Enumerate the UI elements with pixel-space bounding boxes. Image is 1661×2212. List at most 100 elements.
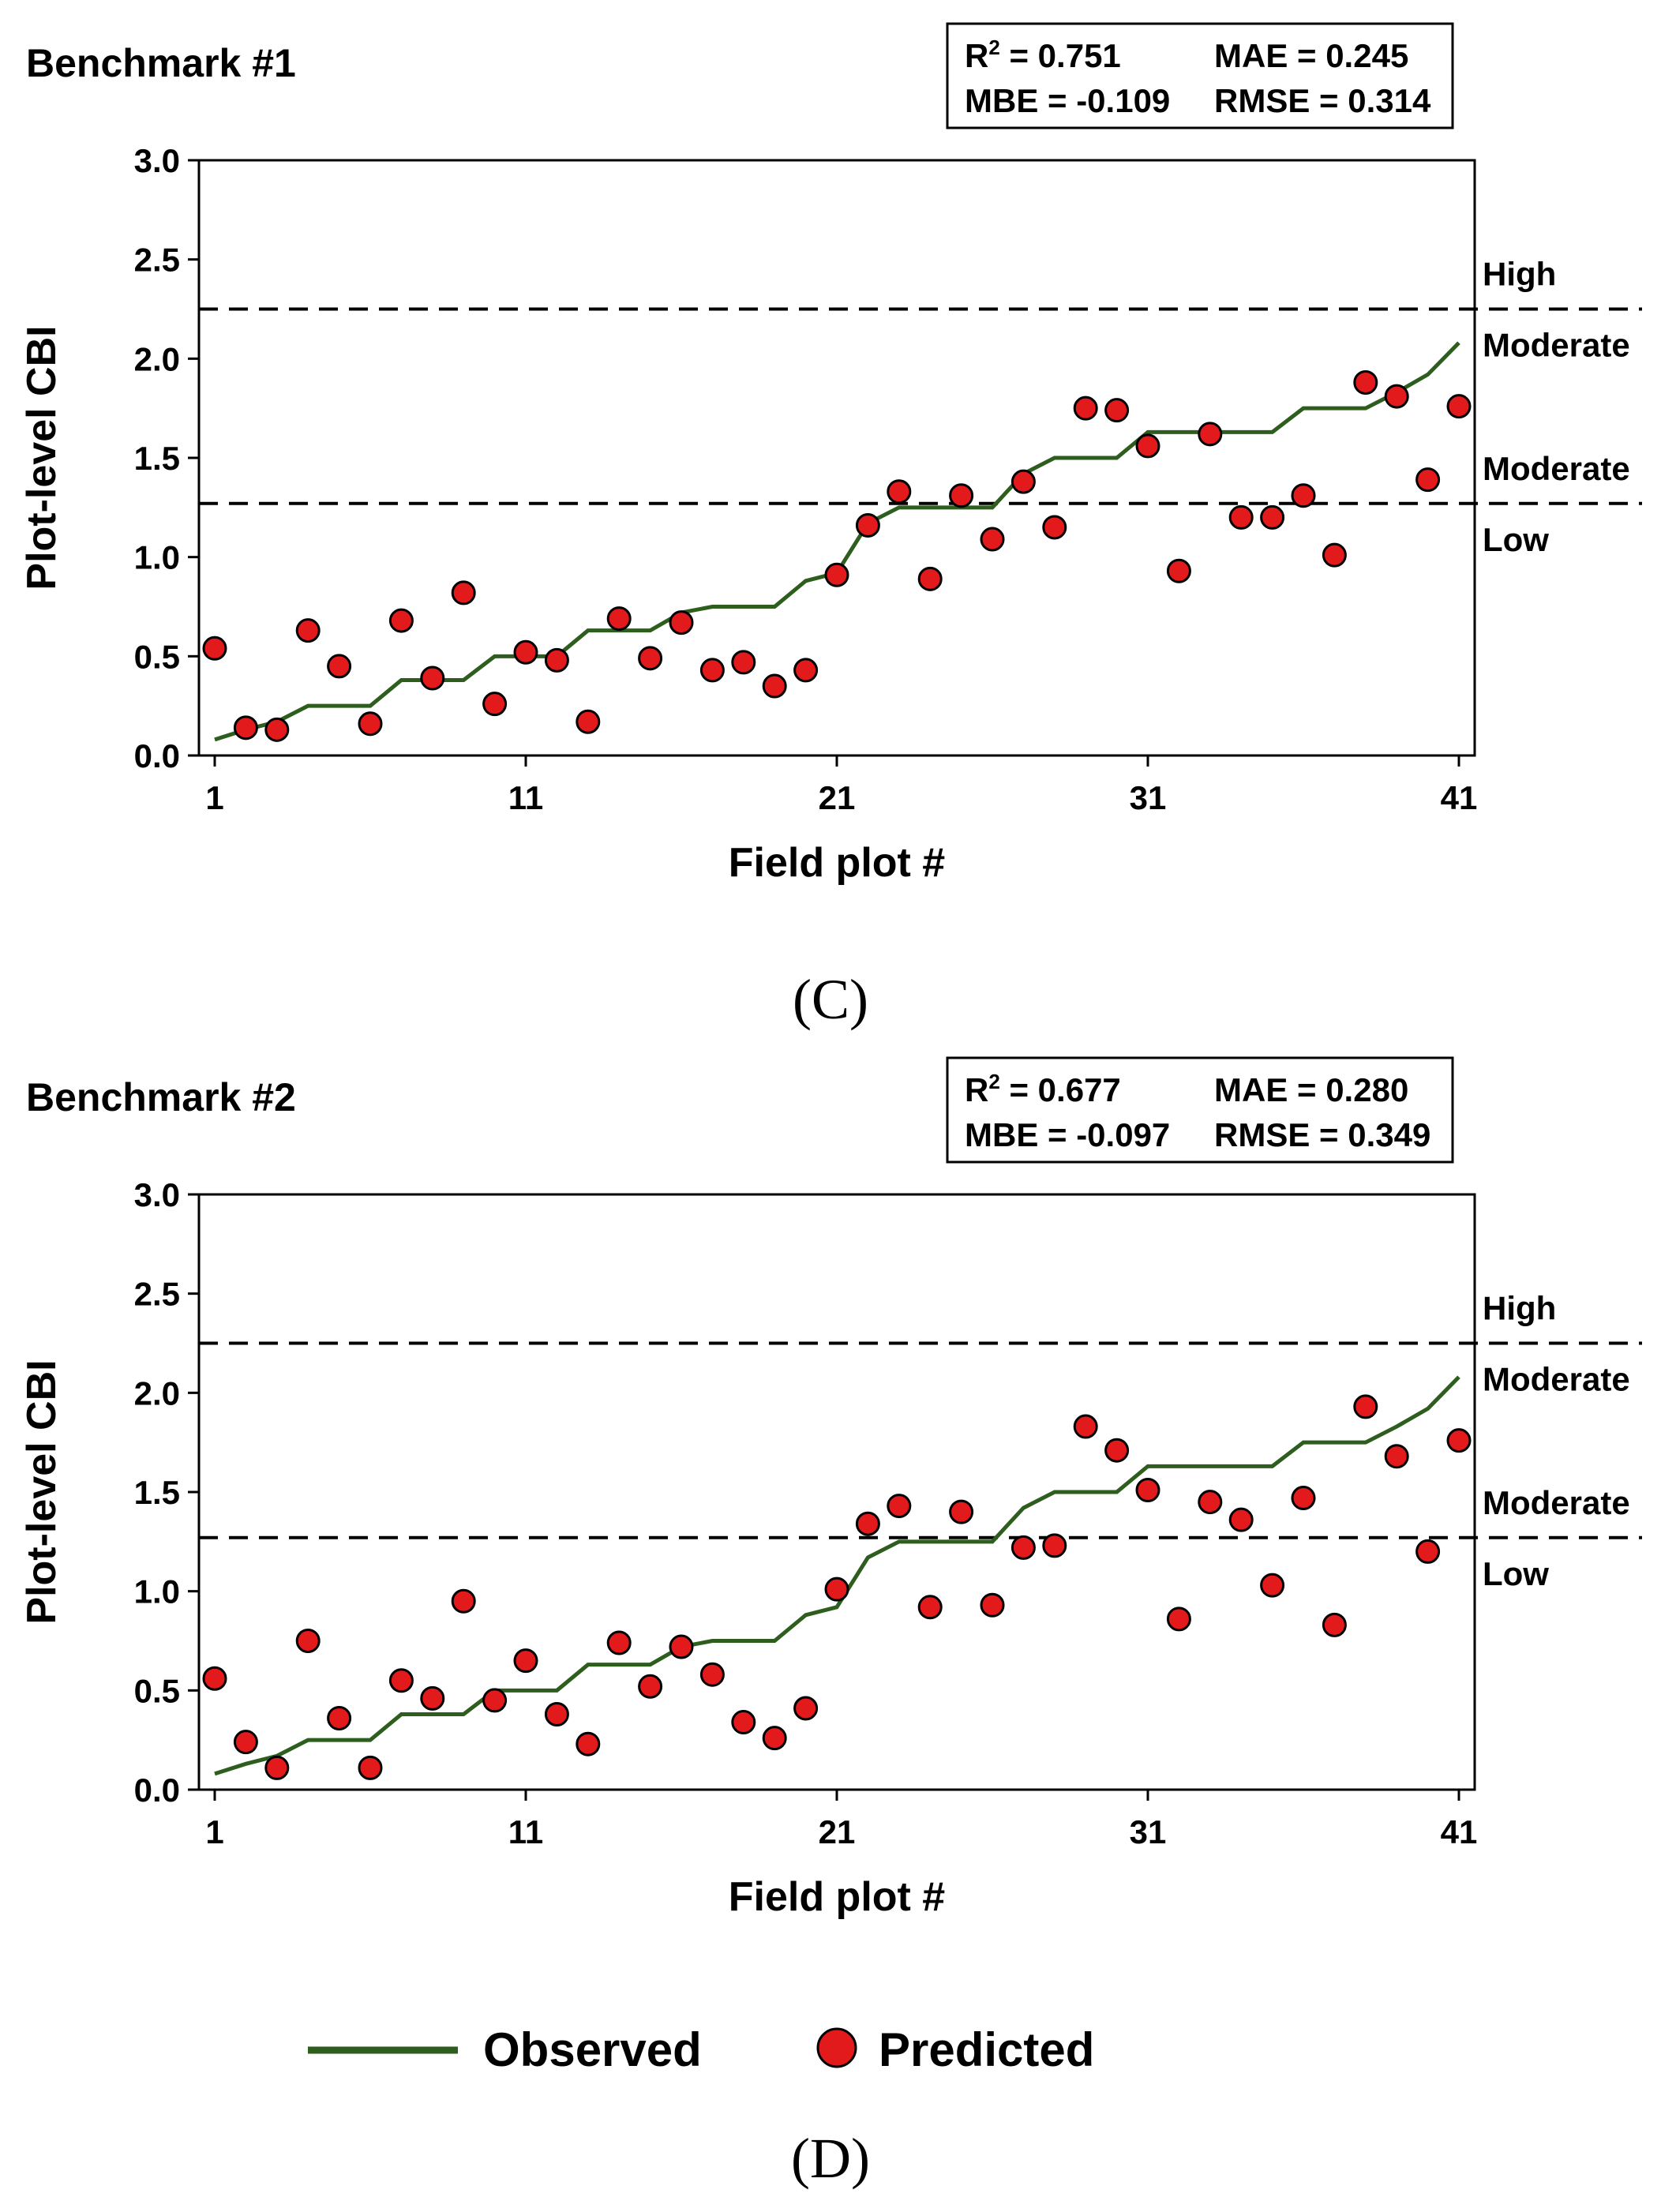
predicted-point [1042, 515, 1067, 540]
predicted-point [1446, 1428, 1472, 1453]
predicted-point [420, 665, 445, 691]
stats-box-border [946, 1056, 1454, 1164]
stat-mbe: MBE = -0.097 [965, 1116, 1170, 1153]
stat-r2: R2 = 0.677 [965, 1070, 1121, 1108]
y-tick-label: 1.0 [134, 539, 180, 576]
x-axis-ticks: 1 11 21 31 41 [205, 1790, 1477, 1850]
x-tick-label: 31 [1130, 1813, 1167, 1850]
observed-series [214, 1375, 1460, 1776]
predicted-point [699, 658, 725, 683]
predicted-point [544, 1701, 569, 1726]
stat-mae: MAE = 0.245 [1214, 37, 1408, 74]
y-tick-label: 2.5 [134, 242, 180, 279]
predicted-point [731, 650, 756, 675]
y-tick-label: 0.5 [134, 1672, 180, 1709]
predicted-point [762, 1726, 787, 1751]
x-tick-label: 11 [508, 779, 543, 816]
predicted-point [1166, 558, 1191, 583]
predicted-point [327, 1706, 352, 1731]
predicted-point [762, 673, 787, 699]
predicted-point [1322, 542, 1347, 568]
predicted-point [513, 1648, 538, 1674]
y-axis-label: Plot-level CBI [19, 1359, 65, 1624]
y-tick-label: 2.0 [134, 340, 180, 377]
y-tick-label: 3.0 [134, 1176, 180, 1213]
predicted-point [1353, 1394, 1378, 1419]
zone-label-above: Moderate [1483, 1484, 1630, 1521]
x-axis-ticks: 1 11 21 31 41 [205, 755, 1477, 816]
x-tick-label: 11 [508, 1813, 543, 1850]
stat-mbe: MBE = -0.109 [965, 82, 1170, 119]
y-axis-ticks: 0.0 0.5 1.0 1.5 2.0 2.5 3.0 [134, 142, 199, 774]
y-tick-label: 1.5 [134, 1474, 180, 1511]
predicted-point [295, 618, 321, 643]
plot-area-frame [197, 159, 1476, 757]
predicted-point [606, 606, 632, 632]
predicted-point [1166, 1607, 1191, 1632]
predicted-point [1073, 396, 1098, 421]
predicted-point [264, 1755, 290, 1780]
x-tick-label: 31 [1130, 779, 1167, 816]
predicted-point [482, 692, 508, 717]
stats-box: R2 = 0.751 MAE = 0.245 MBE = -0.109 RMSE… [946, 22, 1454, 129]
predicted-point [544, 647, 569, 673]
predicted-point [855, 512, 880, 538]
y-axis-label: Plot-level CBI [19, 325, 65, 590]
y-tick-label: 0.0 [134, 1771, 180, 1809]
predicted-point [576, 709, 601, 734]
stat-rmse: RMSE = 0.349 [1214, 1116, 1430, 1153]
predicted-point [295, 1629, 321, 1653]
predicted-point [669, 610, 694, 635]
predicted-point [1104, 1438, 1130, 1463]
predicted-point [638, 646, 663, 671]
predicted-point [793, 1696, 819, 1721]
y-tick-label: 1.5 [134, 440, 180, 477]
predicted-point [638, 1674, 663, 1699]
stats-box-border [946, 22, 1454, 129]
legend: Observed Predicted [308, 2023, 1094, 2076]
x-axis-label: Field plot # [729, 840, 946, 886]
predicted-point [949, 483, 974, 508]
stat-rmse: RMSE = 0.314 [1214, 82, 1431, 119]
predicted-point [606, 1630, 632, 1655]
predicted-point [980, 1592, 1005, 1618]
observed-line [214, 341, 1460, 742]
predicted-point [855, 1511, 880, 1536]
predicted-point [1322, 1612, 1347, 1637]
predicted-point [451, 1588, 476, 1614]
predicted-point [1291, 1486, 1316, 1511]
predicted-point [451, 580, 476, 605]
predicted-point [388, 608, 414, 633]
stat-mae: MAE = 0.280 [1214, 1071, 1408, 1108]
y-tick-label: 0.5 [134, 638, 180, 675]
predicted-point [669, 1634, 694, 1659]
zone-label-below: Low [1483, 521, 1549, 558]
zone-label-above: Moderate [1483, 450, 1630, 487]
observed-line [214, 1375, 1460, 1776]
threshold-lines [199, 1341, 1642, 1539]
predicted-point [388, 1668, 414, 1693]
predicted-point [513, 639, 538, 665]
predicted-point [731, 1710, 756, 1735]
predicted-point [1384, 1444, 1409, 1469]
predicted-point [233, 1730, 258, 1755]
threshold-lines [199, 307, 1642, 505]
predicted-series [202, 1394, 1472, 1780]
y-tick-label: 3.0 [134, 142, 180, 179]
panel-label-c: (C) [793, 968, 868, 1031]
predicted-point [233, 715, 258, 740]
x-tick-label: 1 [205, 779, 223, 816]
predicted-point [793, 658, 819, 683]
predicted-series [202, 369, 1472, 742]
predicted-point [482, 1688, 508, 1713]
predicted-point [327, 654, 352, 679]
zone-label-below: Moderate [1483, 1361, 1630, 1398]
plot-area-frame [197, 1193, 1476, 1791]
threshold-labels: High Moderate Moderate Low [1483, 256, 1630, 558]
legend-predicted-label: Predicted [879, 2023, 1094, 2076]
predicted-point [887, 1494, 912, 1519]
predicted-point [1446, 394, 1472, 419]
observed-series [214, 341, 1460, 742]
x-tick-label: 41 [1441, 1813, 1478, 1850]
